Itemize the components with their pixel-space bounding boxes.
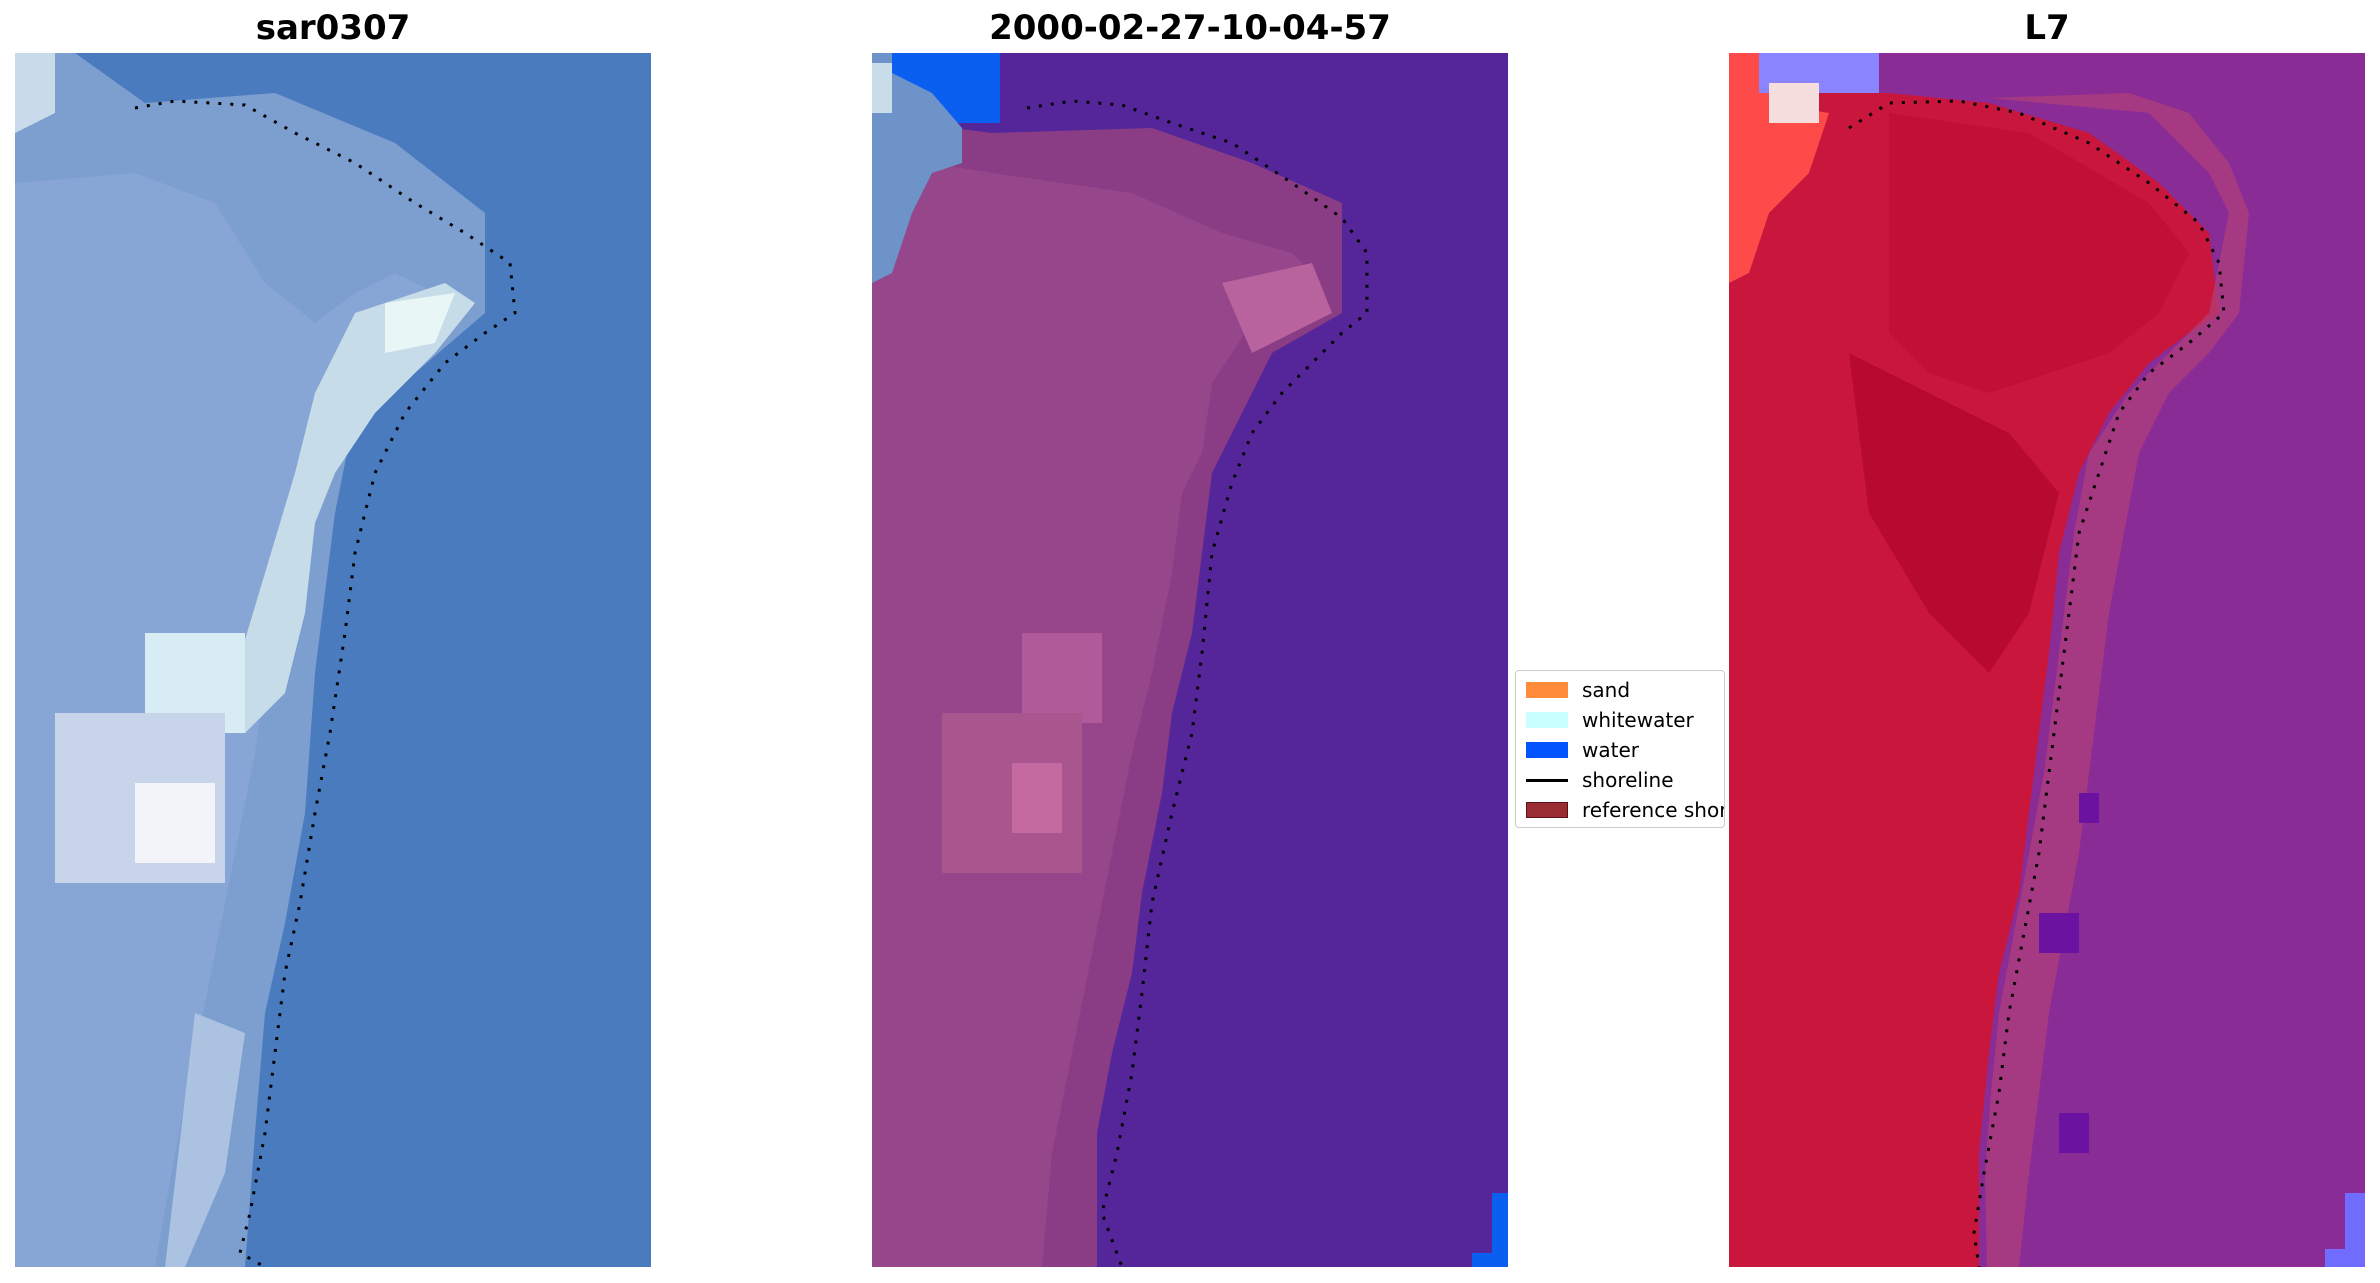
legend-label-water: water [1582, 738, 1639, 762]
legend-item-sand: sand [1526, 677, 1630, 703]
classified-image-panel [872, 53, 1508, 1267]
legend-swatch-water [1526, 742, 1568, 758]
legend-swatch-sand [1526, 682, 1568, 698]
rgb-image [15, 53, 651, 1267]
panel-title-classified: 2000-02-27-10-04-57 [989, 8, 1391, 48]
legend-swatch-whitewater [1526, 712, 1568, 728]
legend-label-sand: sand [1582, 678, 1631, 702]
legend-item-reference-shoreline: reference shoreline [1526, 797, 1725, 823]
panel-title-l7: L7 [2024, 8, 2070, 48]
legend-line-shoreline [1526, 778, 1568, 782]
legend-item-water: water [1526, 737, 1639, 763]
l7-image-panel [1729, 53, 2365, 1267]
legend: sand whitewater water shoreline referenc… [1515, 670, 1725, 828]
l7-image [1729, 53, 2365, 1267]
legend-label-shoreline: shoreline [1582, 768, 1674, 792]
legend-item-whitewater: whitewater [1526, 707, 1694, 733]
legend-swatch-reference-shoreline [1526, 802, 1568, 818]
rgb-image-panel [15, 53, 651, 1267]
classified-image [872, 53, 1508, 1267]
legend-label-reference-shoreline: reference shoreline [1582, 798, 1725, 822]
legend-item-shoreline: shoreline [1526, 767, 1674, 793]
legend-label-whitewater: whitewater [1582, 708, 1694, 732]
panel-title-rgb: sar0307 [255, 8, 411, 48]
